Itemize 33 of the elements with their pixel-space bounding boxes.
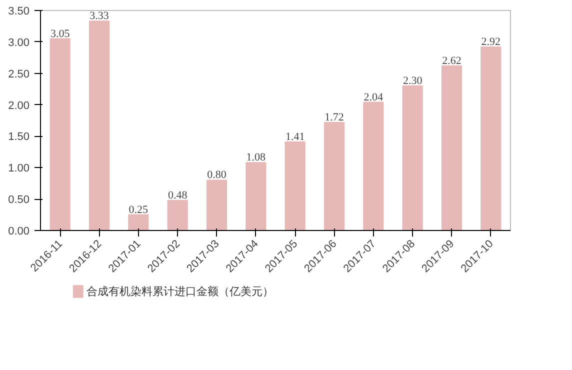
data-label: 3.05 — [50, 28, 70, 40]
bar — [480, 46, 502, 230]
y-tick-label: 0.50 — [8, 194, 30, 206]
bar — [50, 38, 70, 230]
data-label: 3.33 — [90, 10, 110, 22]
bar — [402, 85, 423, 230]
data-label: 2.04 — [364, 91, 384, 104]
data-label: 2.30 — [402, 74, 423, 87]
bar — [284, 141, 306, 230]
data-label: 0.25 — [128, 204, 149, 216]
y-tick-label: 1.00 — [8, 162, 30, 175]
y-tick-label: 0.00 — [8, 226, 30, 238]
bar — [441, 65, 462, 230]
data-label: 1.08 — [246, 152, 266, 164]
data-label: 2.92 — [481, 36, 501, 48]
y-tick-label: 2.50 — [8, 68, 30, 80]
data-label: 1.41 — [285, 130, 305, 143]
bar — [246, 162, 266, 230]
bar — [88, 20, 110, 230]
y-tick-label: 3.50 — [8, 6, 30, 18]
bar — [324, 122, 345, 230]
bar — [206, 180, 228, 230]
data-label: 1.72 — [324, 111, 344, 124]
data-label: 0.80 — [207, 169, 227, 182]
y-tick-label: 2.00 — [8, 100, 30, 112]
bar — [128, 214, 149, 230]
y-tick-label: 1.50 — [8, 131, 30, 144]
y-tick-label: 3.00 — [8, 36, 30, 49]
bar — [363, 102, 384, 230]
data-label: 2.62 — [442, 54, 462, 67]
bar — [167, 200, 188, 230]
data-label: 0.48 — [168, 189, 188, 202]
legend-label: 合成有机染料累计进口金额（亿美元） — [86, 285, 274, 298]
